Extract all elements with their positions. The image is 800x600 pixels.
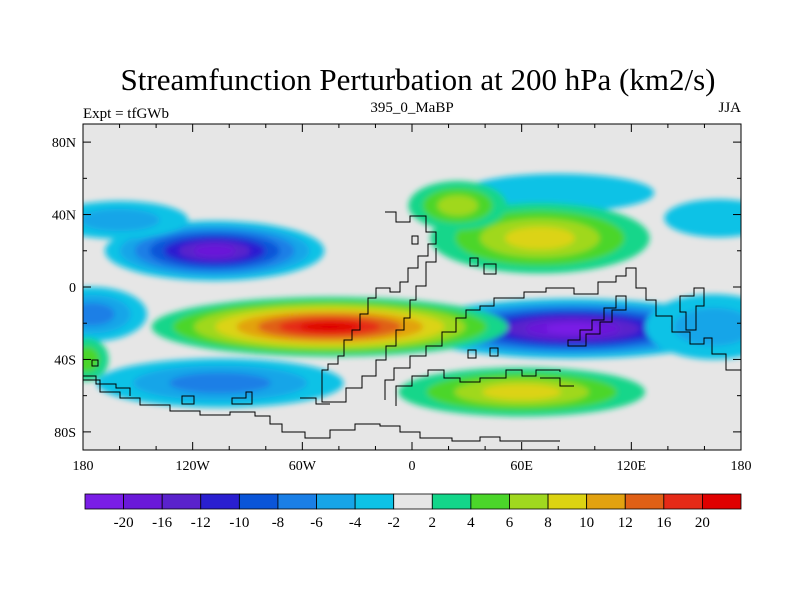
coastline-southern-continent <box>395 369 561 406</box>
run-label: 395_0_MaBP <box>370 100 453 116</box>
colorbar-cell-5 <box>277 493 317 510</box>
colorbar-label-12: 10 <box>579 515 594 531</box>
colorbar-cell-0 <box>84 493 124 510</box>
y-tick-label-4: 80S <box>54 426 76 441</box>
colorbar-label-11: 8 <box>544 515 552 531</box>
contour-level-4-7 <box>545 323 601 334</box>
experiment-label: Expt = tfGWb <box>83 106 169 122</box>
colorbar-cell-4 <box>238 493 279 510</box>
contour-level-1-1 <box>83 208 160 232</box>
contour-level-10-2 <box>437 195 479 216</box>
colorbar-cell-8 <box>393 493 433 510</box>
colorbar-label-13: 12 <box>618 515 633 531</box>
coastline-pacific-islands <box>679 287 705 331</box>
x-axis: 180 120W 60W 0 60E 120E 180 <box>73 124 752 474</box>
coastline-asia <box>508 267 741 371</box>
colorbar-label-1: -16 <box>152 515 172 531</box>
coastline-africa <box>384 297 508 400</box>
x-tick-label-3: 0 <box>409 459 416 474</box>
colorbar-label-5: -6 <box>310 515 323 531</box>
colorbar-cell-7 <box>354 493 395 510</box>
colorbar-label-7: -2 <box>387 515 400 531</box>
x-tick-label-0: 180 <box>73 459 94 474</box>
contour-level-6-0 <box>664 199 741 238</box>
y-axis: 80N 40N 0 40S 80S <box>52 136 741 441</box>
colorbar-label-8: 2 <box>429 515 437 531</box>
colorbar-label-15: 20 <box>695 515 710 531</box>
contour-level-9-3 <box>505 226 575 250</box>
colorbar-label-0: -20 <box>114 515 134 531</box>
contour-level-0-6 <box>193 245 236 257</box>
x-tick-label-2: 60W <box>289 459 317 474</box>
coastline-antarctica <box>83 379 560 442</box>
colorbar-label-2: -12 <box>191 515 211 531</box>
contour-level-7-0 <box>462 173 655 212</box>
colorbar: -20 -16 -12 -10 -8 -6 -4 -2 2 4 6 8 10 12 16 20 <box>84 493 742 531</box>
colorbar-label-6: -4 <box>349 515 362 531</box>
colorbar-label-3: -10 <box>229 515 249 531</box>
y-tick-label-0: 80N <box>52 136 76 151</box>
colorbar-cell-6 <box>316 493 356 510</box>
colorbar-cell-15 <box>663 493 703 510</box>
colorbar-cell-10 <box>470 493 510 510</box>
colorbar-cell-2 <box>161 493 202 510</box>
coastline-outlines <box>83 211 741 442</box>
colorbar-cell-13 <box>586 493 626 510</box>
coastline-south-america <box>321 211 437 403</box>
season-label: JJA <box>718 100 741 116</box>
contour-field <box>83 173 741 417</box>
colorbar-cell-9 <box>431 493 472 510</box>
colorbar-label-14: 16 <box>656 515 672 531</box>
y-tick-label-1: 40N <box>52 209 76 224</box>
x-tick-label-5: 120E <box>617 459 647 474</box>
contour-level-8-7 <box>300 321 360 332</box>
contour-level-11-3 <box>482 384 561 400</box>
y-tick-label-2: 0 <box>69 281 76 296</box>
chart-title: Streamfunction Perturbation at 200 hPa (… <box>121 62 716 97</box>
x-tick-label-1: 120W <box>176 459 211 474</box>
colorbar-cell-14 <box>624 493 665 510</box>
x-tick-label-4: 60E <box>510 459 533 474</box>
colorbar-cell-1 <box>123 493 163 510</box>
colorbar-cell-16 <box>702 493 742 510</box>
colorbar-cell-12 <box>547 493 588 510</box>
colorbar-label-4: -8 <box>272 515 285 531</box>
colorbar-label-10: 6 <box>506 515 514 531</box>
contour-level-3-2 <box>169 372 271 394</box>
coastline-antarctic-shelf <box>83 375 574 405</box>
colorbar-cell-3 <box>200 493 240 510</box>
colorbar-cell-11 <box>509 493 549 510</box>
x-tick-label-6: 180 <box>731 459 752 474</box>
coastline-island-arc <box>567 295 627 347</box>
contour-level-2-2 <box>83 303 115 326</box>
y-tick-label-3: 40S <box>54 353 76 368</box>
contour-blobs <box>83 173 741 417</box>
colorbar-label-9: 4 <box>467 515 475 531</box>
coastline-small-islands <box>91 235 499 405</box>
